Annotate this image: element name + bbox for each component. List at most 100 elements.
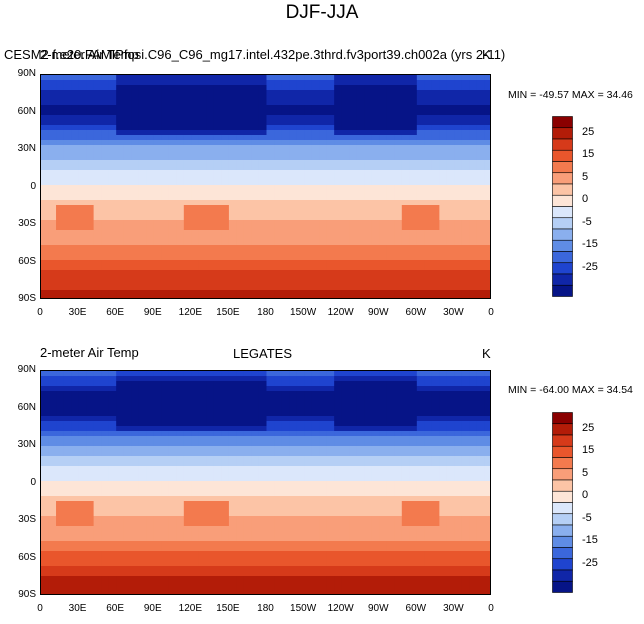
colorbar-swatch <box>552 558 573 571</box>
colorbar-swatch <box>552 284 573 297</box>
colorbar-label: 25 <box>582 125 595 138</box>
lon-tick-label: 60E <box>106 603 125 614</box>
lat-tick-label: 0 <box>30 180 36 192</box>
colorbar-swatch <box>552 262 573 275</box>
colorbar-swatches <box>552 116 573 297</box>
map-canvas <box>41 75 490 298</box>
colorbar <box>552 412 573 593</box>
colorbar-swatch <box>552 127 573 140</box>
lon-tick-label: 90W <box>367 307 389 318</box>
lon-tick-label: 0 <box>37 603 43 614</box>
temperature-map <box>40 74 491 299</box>
min-max-label: MIN = -49.57 MAX = 34.46 <box>508 89 633 101</box>
lat-tick-label: 30N <box>17 439 36 450</box>
lat-tick-label: 60N <box>17 401 36 413</box>
lon-tick-label: 90E <box>143 307 162 318</box>
colorbar-swatch <box>552 535 573 548</box>
colorbar-swatch <box>552 138 573 151</box>
colorbar-label: 0 <box>582 193 589 206</box>
colorbar-label: -5 <box>582 511 592 524</box>
colorbar-swatch <box>552 194 573 207</box>
lon-tick-label: 90W <box>367 603 389 614</box>
colorbar <box>552 116 573 297</box>
colorbar-label: 25 <box>582 421 595 434</box>
lon-tick-label: 120E <box>178 603 202 614</box>
lon-tick-label: 60W <box>405 307 427 318</box>
colorbar-label: -15 <box>582 534 598 547</box>
colorbar-swatch <box>552 547 573 560</box>
colorbar-swatch <box>552 161 573 174</box>
panel-units: K <box>482 346 491 361</box>
lon-tick-label: 180 <box>257 603 274 614</box>
temperature-map <box>40 370 491 595</box>
colorbar-label: -5 <box>582 215 592 228</box>
colorbar-swatch <box>552 116 573 129</box>
lat-tick-label: 90S <box>18 589 36 600</box>
lon-tick-label: 30W <box>443 603 464 614</box>
lat-tick-label: 60S <box>18 255 36 267</box>
lon-tick-label: 0 <box>488 603 494 614</box>
colorbar-swatch <box>552 434 573 447</box>
colorbar-swatch <box>552 423 573 436</box>
lat-tick-label: 90N <box>17 68 36 79</box>
lat-tick-label: 30N <box>17 143 36 154</box>
lon-tick-label: 120E <box>178 307 202 318</box>
panel-units: K <box>482 47 491 62</box>
colorbar-swatch <box>552 502 573 515</box>
lat-tick-label: 60N <box>17 105 36 117</box>
lat-tick-label: 30S <box>18 218 36 229</box>
lon-tick-label: 150E <box>216 603 240 614</box>
colorbar-swatch <box>552 228 573 241</box>
colorbar-swatch <box>552 206 573 219</box>
lon-tick-label: 150E <box>216 307 240 318</box>
colorbar-swatch <box>552 183 573 196</box>
lat-tick-label: 60S <box>18 551 36 563</box>
lon-tick-label: 90E <box>143 603 162 614</box>
colorbar-swatch <box>552 569 573 582</box>
colorbar-swatches <box>552 412 573 593</box>
lon-tick-label: 30W <box>443 307 464 318</box>
lon-tick-label: 120W <box>327 307 354 318</box>
colorbar-swatch <box>552 412 573 425</box>
colorbar-swatch <box>552 149 573 162</box>
colorbar-swatch <box>552 479 573 492</box>
colorbar-swatch <box>552 468 573 481</box>
panel-center-title: CESM2 f.e20.FAMIPfosi.C96_C96_mg17.intel… <box>4 47 506 62</box>
colorbar-label: -15 <box>582 238 598 251</box>
colorbar-swatch <box>552 580 573 593</box>
lon-tick-label: 0 <box>488 307 494 318</box>
colorbar-swatch <box>552 172 573 185</box>
colorbar-swatch <box>552 445 573 458</box>
figure-title: DJF-JJA <box>285 2 359 23</box>
lon-tick-label: 30E <box>68 307 87 318</box>
colorbar-swatch <box>552 524 573 537</box>
lon-tick-label: 180 <box>257 307 274 318</box>
colorbar-swatch <box>552 457 573 470</box>
colorbar-label: 5 <box>582 466 589 479</box>
min-max-label: MIN = -64.00 MAX = 34.54 <box>508 384 633 396</box>
colorbar-swatch <box>552 513 573 526</box>
colorbar-label: -25 <box>582 260 598 273</box>
lon-tick-label: 30E <box>68 603 87 614</box>
colorbar-swatch <box>552 217 573 230</box>
lon-tick-label: 60E <box>106 307 125 318</box>
panel-center-title: LEGATES <box>233 346 293 361</box>
colorbar-label: 15 <box>582 444 595 457</box>
colorbar-label: -25 <box>582 556 598 569</box>
lat-tick-label: 0 <box>30 476 36 488</box>
colorbar-label: 0 <box>582 489 589 502</box>
lon-tick-label: 150W <box>290 307 317 318</box>
lon-tick-label: 150W <box>290 603 317 614</box>
lon-tick-label: 0 <box>37 307 43 318</box>
lat-tick-label: 90N <box>17 364 36 375</box>
map-canvas <box>41 371 490 594</box>
colorbar-label: 15 <box>582 148 595 161</box>
colorbar-label: 5 <box>582 170 589 183</box>
panel-left-title: 2-meter Air Temp <box>40 345 139 360</box>
lon-tick-label: 60W <box>405 603 427 614</box>
lat-tick-label: 90S <box>18 293 36 304</box>
lon-tick-label: 120W <box>327 603 354 614</box>
colorbar-swatch <box>552 251 573 264</box>
lat-tick-label: 30S <box>18 514 36 525</box>
colorbar-swatch <box>552 490 573 503</box>
